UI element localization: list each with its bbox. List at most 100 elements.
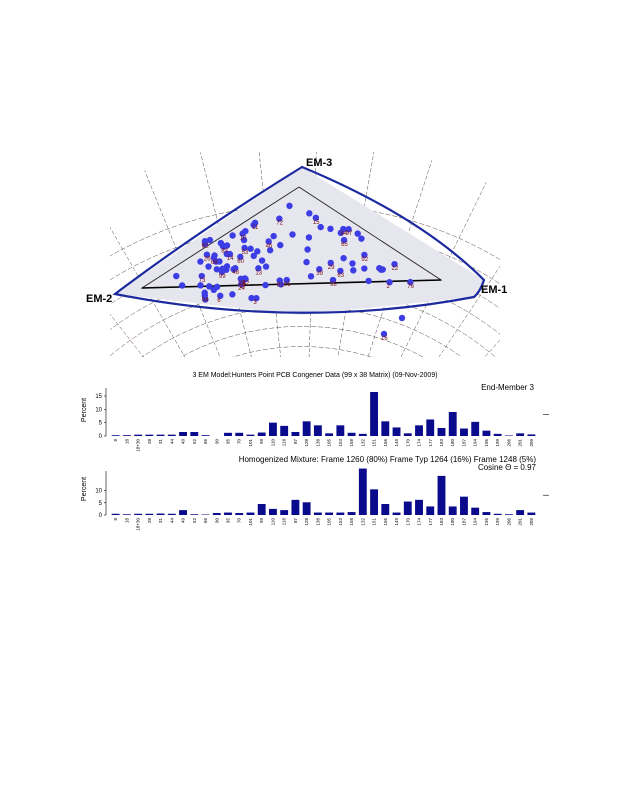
sample-point-label: 60 <box>237 259 244 265</box>
sample-point-label: 2 <box>387 284 391 290</box>
x-tick-label: 151 <box>372 518 377 526</box>
bar <box>313 425 322 436</box>
x-tick-label: 90 <box>214 518 219 524</box>
y-tick-label: 10 <box>95 407 102 413</box>
sample-point-label: 32 <box>243 281 250 287</box>
sample-point <box>239 230 246 237</box>
sample-point <box>303 258 310 266</box>
x-tick-label: 206 <box>506 518 511 526</box>
sample-point <box>212 258 220 265</box>
bar <box>437 475 446 515</box>
sample-point <box>254 248 261 255</box>
x-tick-label: 199 <box>495 518 500 526</box>
x-tick-label: 95 <box>225 439 230 445</box>
x-tick-label: 70 <box>237 439 242 445</box>
sample-point <box>205 263 212 270</box>
x-tick-label: 187 <box>461 439 466 447</box>
x-tick-label: 209 <box>529 518 534 526</box>
sample-point-label: 8 <box>242 280 246 286</box>
sample-point <box>197 258 204 265</box>
bar <box>111 435 120 436</box>
x-tick-label: 28 <box>147 518 152 524</box>
sample-point-label: 29 <box>328 265 335 271</box>
x-tick-label: 177 <box>428 518 433 526</box>
bar <box>482 512 491 515</box>
sample-point-label: 99 <box>219 274 226 280</box>
grid-meridian <box>110 226 186 357</box>
x-tick-label: 118 <box>282 439 287 447</box>
bar <box>460 428 468 436</box>
sample-point-label: 15 <box>313 220 320 226</box>
sample-point-label: 3 <box>253 300 257 306</box>
x-tick-label: 194 <box>473 518 478 526</box>
sample-point-label: 11 <box>252 225 259 231</box>
x-tick-label: 149 <box>394 439 399 447</box>
x-tick-label: 156 <box>383 439 388 447</box>
sample-point <box>217 292 224 300</box>
bar <box>257 504 266 515</box>
x-tick-label: 151 <box>372 439 377 447</box>
grid-meridian <box>0 416 152 505</box>
sample-point <box>350 267 357 274</box>
sample-point-label: 98 <box>330 282 337 288</box>
x-tick-label: 95 <box>225 518 230 524</box>
x-tick-label: 156 <box>383 518 388 526</box>
bar <box>415 499 423 515</box>
bar <box>145 513 154 515</box>
y-tick-label: 15 <box>95 394 102 400</box>
mixture-bar-chart: 0 5 10 8 18 18+30 28 31 44 49 52 66 90 95 70 101 99 110 11… <box>95 468 549 531</box>
sample-point-label: 46 <box>266 243 273 249</box>
x-tick-label: 170 <box>405 439 410 447</box>
x-tick-label: 99 <box>259 439 264 445</box>
sample-point <box>277 281 285 288</box>
x-tick-label: 128 <box>304 439 309 447</box>
chart-title: 3 EM Model:Hunters Point PCB Congener Da… <box>192 372 437 379</box>
sample-point-label: 10 <box>240 236 247 242</box>
bar <box>358 468 367 515</box>
x-tick-label: 158 <box>349 439 354 447</box>
grid-arc <box>232 346 372 357</box>
bar <box>516 510 525 515</box>
sample-point-label: 72 <box>276 221 283 227</box>
sample-point <box>173 272 180 280</box>
y-axis-label-bottom: Percent <box>81 477 88 501</box>
sample-point <box>248 294 255 302</box>
x-tick-label: 195 <box>484 518 489 526</box>
sample-point <box>206 283 213 290</box>
bar <box>111 513 120 515</box>
bar <box>246 434 255 436</box>
sample-point <box>241 244 248 252</box>
sample-point <box>211 252 218 259</box>
sample-point <box>358 235 365 242</box>
sample-point-label: 17 <box>239 284 246 290</box>
sample-point-label: 63 <box>337 273 344 279</box>
sample-point-label: 13 <box>255 270 262 276</box>
y-tick-label: 0 <box>99 434 103 440</box>
x-tick-label: 183 <box>439 439 444 447</box>
sample-point-label: 76 <box>407 284 414 290</box>
bar <box>313 512 322 515</box>
x-tick-label: 201 <box>518 518 523 526</box>
bar <box>235 513 244 515</box>
bar <box>347 432 356 436</box>
bar <box>448 506 457 515</box>
x-tick-label: 66 <box>203 518 208 524</box>
x-tick-label: 87 <box>293 518 298 524</box>
sample-point <box>265 238 272 245</box>
cosine-label: Cosine Θ = 0.97 <box>478 463 537 472</box>
mixture-label: Homogenized Mixture: Frame 1260 (80%) Fr… <box>239 455 537 464</box>
x-tick-label: 174 <box>417 439 422 447</box>
x-tick-label: 149 <box>394 518 399 526</box>
outer-triangle-fill <box>115 167 484 315</box>
bar <box>280 510 289 515</box>
sample-point <box>237 253 244 261</box>
sample-point <box>277 241 284 249</box>
sample-point <box>239 278 246 286</box>
x-tick-label: 128 <box>304 518 309 526</box>
sample-point-label: 31 <box>284 282 291 288</box>
x-tick-label: 158 <box>349 518 354 526</box>
bar <box>156 434 165 436</box>
sample-point-label: 21 <box>238 281 245 287</box>
